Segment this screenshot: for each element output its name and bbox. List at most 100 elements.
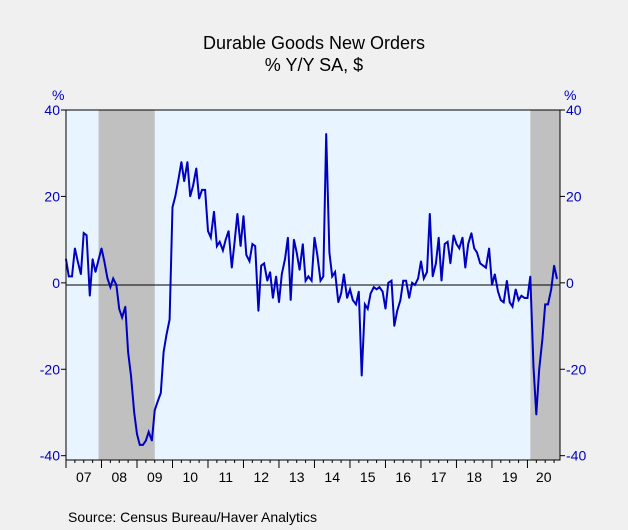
data-point [218,241,221,243]
data-point [195,167,198,170]
data-point [115,284,118,286]
data-point [349,288,351,291]
data-point [162,351,165,353]
data-point [473,247,476,250]
data-point [183,180,185,183]
data-point [375,288,378,291]
data-point [257,310,260,312]
data-point [476,251,478,254]
data-point [313,236,316,239]
data-point [429,212,431,215]
data-point [201,189,203,191]
source-note: Source: Census Bureau/Haver Analytics [68,509,318,525]
data-point [440,279,443,282]
series-points [65,133,558,446]
data-point [346,297,348,299]
data-point [239,245,242,247]
data-point [278,301,280,304]
y-tick-label-left: -40 [40,448,60,464]
data-point [76,260,79,263]
data-point [452,234,455,237]
data-point [298,269,301,271]
data-point [177,178,180,180]
data-point [160,392,162,394]
data-point [366,308,369,310]
x-tick-label: 18 [466,469,482,485]
data-point [204,189,206,191]
data-point [289,299,292,301]
data-point [248,260,251,263]
data-point [529,275,532,278]
data-point [511,305,514,308]
data-point [449,262,452,265]
data-point [360,374,363,377]
data-point [156,400,159,403]
data-point [381,290,384,293]
data-point [142,444,144,446]
data-point [222,249,224,252]
data-point [189,195,191,198]
data-point [251,243,254,245]
data-point [402,279,405,282]
data-point [216,245,218,247]
data-point [443,243,446,245]
data-point [275,275,277,278]
data-point [74,247,76,250]
data-point [500,299,502,301]
data-point [520,295,523,297]
data-point [399,299,402,301]
data-point [207,230,209,232]
data-point [224,238,227,241]
x-tick-label: 14 [324,469,340,485]
data-point [479,262,482,265]
data-point [186,161,189,163]
data-point [82,232,85,234]
data-point [139,444,141,446]
data-point [293,238,295,241]
plot-frame [65,109,561,461]
data-point [420,260,422,263]
data-point [506,279,508,282]
data-point [281,273,283,276]
y-tick-label-left: 0 [52,275,60,291]
y-tick-label-right: -20 [566,361,586,377]
data-point [378,286,381,289]
x-tick-label: 07 [76,469,92,485]
data-point [485,266,487,269]
data-point [417,277,419,280]
x-tick-label: 17 [431,469,447,485]
data-point [118,308,120,310]
data-point [544,303,546,306]
data-point [340,292,342,295]
data-point [260,264,263,267]
data-point [426,271,428,273]
data-point [316,254,319,256]
y-tick-label-left: -20 [40,361,60,377]
data-point [174,195,177,198]
y-tick-label-right: 20 [566,188,582,204]
data-point [514,288,517,291]
data-point [494,273,496,276]
data-point [121,316,123,319]
data-point [287,236,289,239]
data-point [369,292,372,295]
data-point [145,439,147,442]
data-point [263,262,265,265]
data-point [192,184,194,187]
data-point [147,431,150,433]
y-label-right: % [564,87,576,103]
data-point [112,277,114,280]
x-tick-label: 20 [536,469,552,485]
data-point [97,258,100,260]
data-point [364,303,366,306]
data-point [373,286,375,289]
data-point [310,279,313,282]
data-point [231,266,233,269]
x-tick-label: 12 [253,469,269,485]
data-point [266,279,269,282]
y-label-left: % [52,87,64,103]
data-point [91,258,94,260]
data-point [488,247,490,250]
data-point [517,299,520,301]
data-point [352,299,354,301]
